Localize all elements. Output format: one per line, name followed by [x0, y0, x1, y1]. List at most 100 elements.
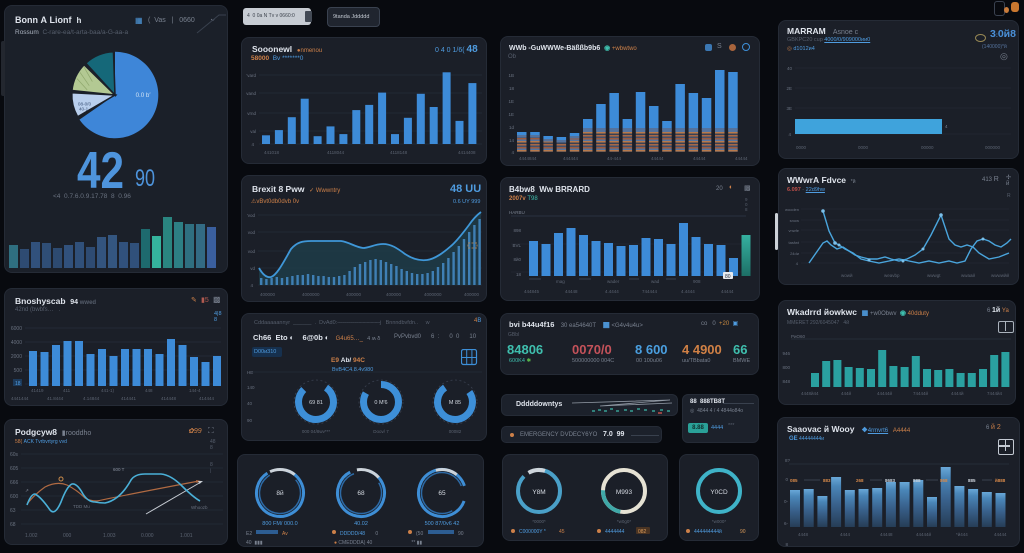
- svg-text:69 81: 69 81: [309, 400, 323, 406]
- svg-text:TDD Mu: TDD Mu: [73, 504, 90, 509]
- svg-text:0-: 0-: [784, 499, 789, 504]
- svg-text:7444й4: 7444й4: [987, 390, 1003, 396]
- svg-text:800: 800: [782, 365, 790, 370]
- svg-text:4444444: 4444444: [605, 529, 625, 535]
- svg-text:1E: 1E: [508, 112, 514, 117]
- svg-text:18: 18: [516, 272, 522, 277]
- svg-text:Y0CD: Y0CD: [710, 489, 728, 496]
- svg-text:414441: 414441: [121, 396, 137, 401]
- svg-text:441018: 441018: [264, 150, 280, 155]
- svg-text:90: 90: [247, 418, 253, 423]
- svg-text:4118044: 4118044: [327, 150, 345, 155]
- svg-text:wooden: wooden: [785, 207, 799, 212]
- svg-text:3E: 3E: [786, 106, 792, 111]
- svg-text:4: 4: [250, 283, 253, 288]
- svg-text:868: 868: [940, 478, 948, 483]
- svg-text:HARBU: HARBU: [509, 210, 525, 215]
- svg-text:44-444: 44-444: [607, 156, 622, 161]
- svg-text:082: 082: [638, 529, 647, 535]
- svg-text:tasfwt: tasfwt: [789, 240, 800, 245]
- svg-text:908: 908: [693, 279, 701, 284]
- svg-text:00000: 00000: [921, 145, 934, 150]
- svg-text:414444: 414444: [199, 396, 215, 401]
- svg-text:90: 90: [740, 529, 746, 535]
- svg-text:24dи: 24dи: [790, 251, 799, 256]
- svg-text:444й: 444й: [841, 390, 852, 396]
- svg-text:4444844: 4444844: [519, 156, 537, 161]
- svg-text:Whoozb: Whoozb: [191, 505, 208, 510]
- svg-text:44444: 44444: [721, 289, 734, 294]
- svg-text:65: 65: [438, 490, 446, 497]
- svg-text:800 FM/ 000.0: 800 FM/ 000.0: [262, 521, 297, 527]
- svg-text:● CMEDDDA) 40: ● CMEDDDA) 40: [334, 540, 373, 546]
- svg-text:1.003: 1.003: [103, 533, 116, 539]
- svg-text:8й0: 8й0: [513, 256, 521, 262]
- svg-text:*0000*: *0000*: [532, 519, 546, 524]
- svg-text:mag: mag: [556, 279, 565, 284]
- svg-text:08-0/0: 08-0/0: [78, 101, 92, 106]
- svg-text:44448: 44448: [880, 532, 893, 537]
- svg-text:↗: ↗: [25, 488, 29, 493]
- svg-text:44444: 44444: [994, 532, 1007, 537]
- svg-text:8?: 8?: [785, 458, 791, 463]
- svg-text:000 04/8wv***: 000 04/8wv***: [302, 429, 331, 434]
- svg-text:444845: 444845: [524, 289, 540, 294]
- svg-text:Av: Av: [282, 531, 288, 537]
- svg-text:4414408: 4414408: [458, 150, 476, 155]
- svg-text:BVL: BVL: [512, 243, 521, 248]
- svg-text:weavbp: weavbp: [884, 273, 900, 278]
- svg-text:4: 4: [796, 261, 799, 266]
- svg-text:90: 90: [458, 531, 464, 537]
- svg-text:44444: 44444: [693, 156, 706, 161]
- svg-text:40 ▮▮▮: 40 ▮▮▮: [246, 540, 263, 546]
- svg-text:′vod: ′vod: [247, 213, 256, 218]
- svg-text:4.4444: 4.4444: [681, 289, 695, 294]
- svg-text:4448й44: 4448й44: [801, 390, 819, 396]
- svg-text:4444: 4444: [840, 532, 851, 537]
- svg-text:000000: 000000: [985, 145, 1001, 150]
- svg-text:4448: 4448: [798, 532, 809, 537]
- svg-text:14: 14: [509, 138, 515, 143]
- svg-text:44444: 44444: [735, 156, 748, 161]
- svg-text:4118148: 4118148: [390, 150, 408, 155]
- svg-text:*w0g0*: *w0g0*: [617, 519, 632, 524]
- svg-text:444444: 444444: [563, 156, 579, 161]
- svg-text:74444й: 74444й: [913, 390, 929, 396]
- svg-text:8: 8: [785, 542, 788, 547]
- svg-text:HE: HE: [247, 370, 253, 375]
- svg-text:883: 883: [823, 478, 831, 483]
- svg-text:vand: vand: [246, 91, 256, 96]
- svg-text:4: 4: [511, 150, 514, 155]
- svg-text:PиO60: PиO60: [791, 334, 806, 339]
- svg-text:0.000: 0.000: [141, 533, 154, 539]
- svg-text:0000: 0000: [858, 145, 869, 150]
- svg-text:wwwgt: wwwgt: [927, 273, 941, 278]
- svg-text:8й: 8й: [276, 489, 284, 497]
- svg-text:000: 000: [63, 533, 72, 539]
- svg-text:085: 085: [790, 478, 798, 483]
- svg-text:44444й: 44444й: [916, 531, 932, 537]
- svg-text:848: 848: [782, 379, 790, 384]
- svg-text:2000: 2000: [11, 354, 22, 360]
- svg-text:0.0 b′: 0.0 b′: [136, 92, 152, 99]
- svg-text:744444: 744444: [642, 289, 658, 294]
- svg-text:946: 946: [782, 351, 790, 356]
- svg-text:666: 666: [10, 480, 19, 486]
- svg-text:1.001: 1.001: [180, 533, 193, 539]
- svg-text:Y8M: Y8M: [532, 489, 545, 496]
- svg-text:40: 40: [787, 66, 793, 71]
- svg-text:18: 18: [15, 381, 21, 387]
- svg-text:144-4: 144-4: [189, 388, 201, 393]
- svg-text:vod: vod: [248, 249, 256, 254]
- svg-text:268: 268: [856, 478, 864, 483]
- svg-text:vnwfe: vnwfe: [789, 228, 800, 233]
- svg-text:4000000: 4000000: [424, 292, 442, 297]
- svg-text:441-1): 441-1): [101, 388, 115, 393]
- svg-text:63: 63: [10, 508, 16, 514]
- svg-text:0: 0: [374, 531, 378, 537]
- svg-text:0: 0: [785, 477, 788, 482]
- svg-text:18: 18: [509, 86, 515, 91]
- svg-text:wwaaй: wwaaй: [961, 272, 976, 278]
- svg-text:M 85: M 85: [449, 400, 461, 406]
- svg-text:′vard: ′vard: [246, 73, 256, 78]
